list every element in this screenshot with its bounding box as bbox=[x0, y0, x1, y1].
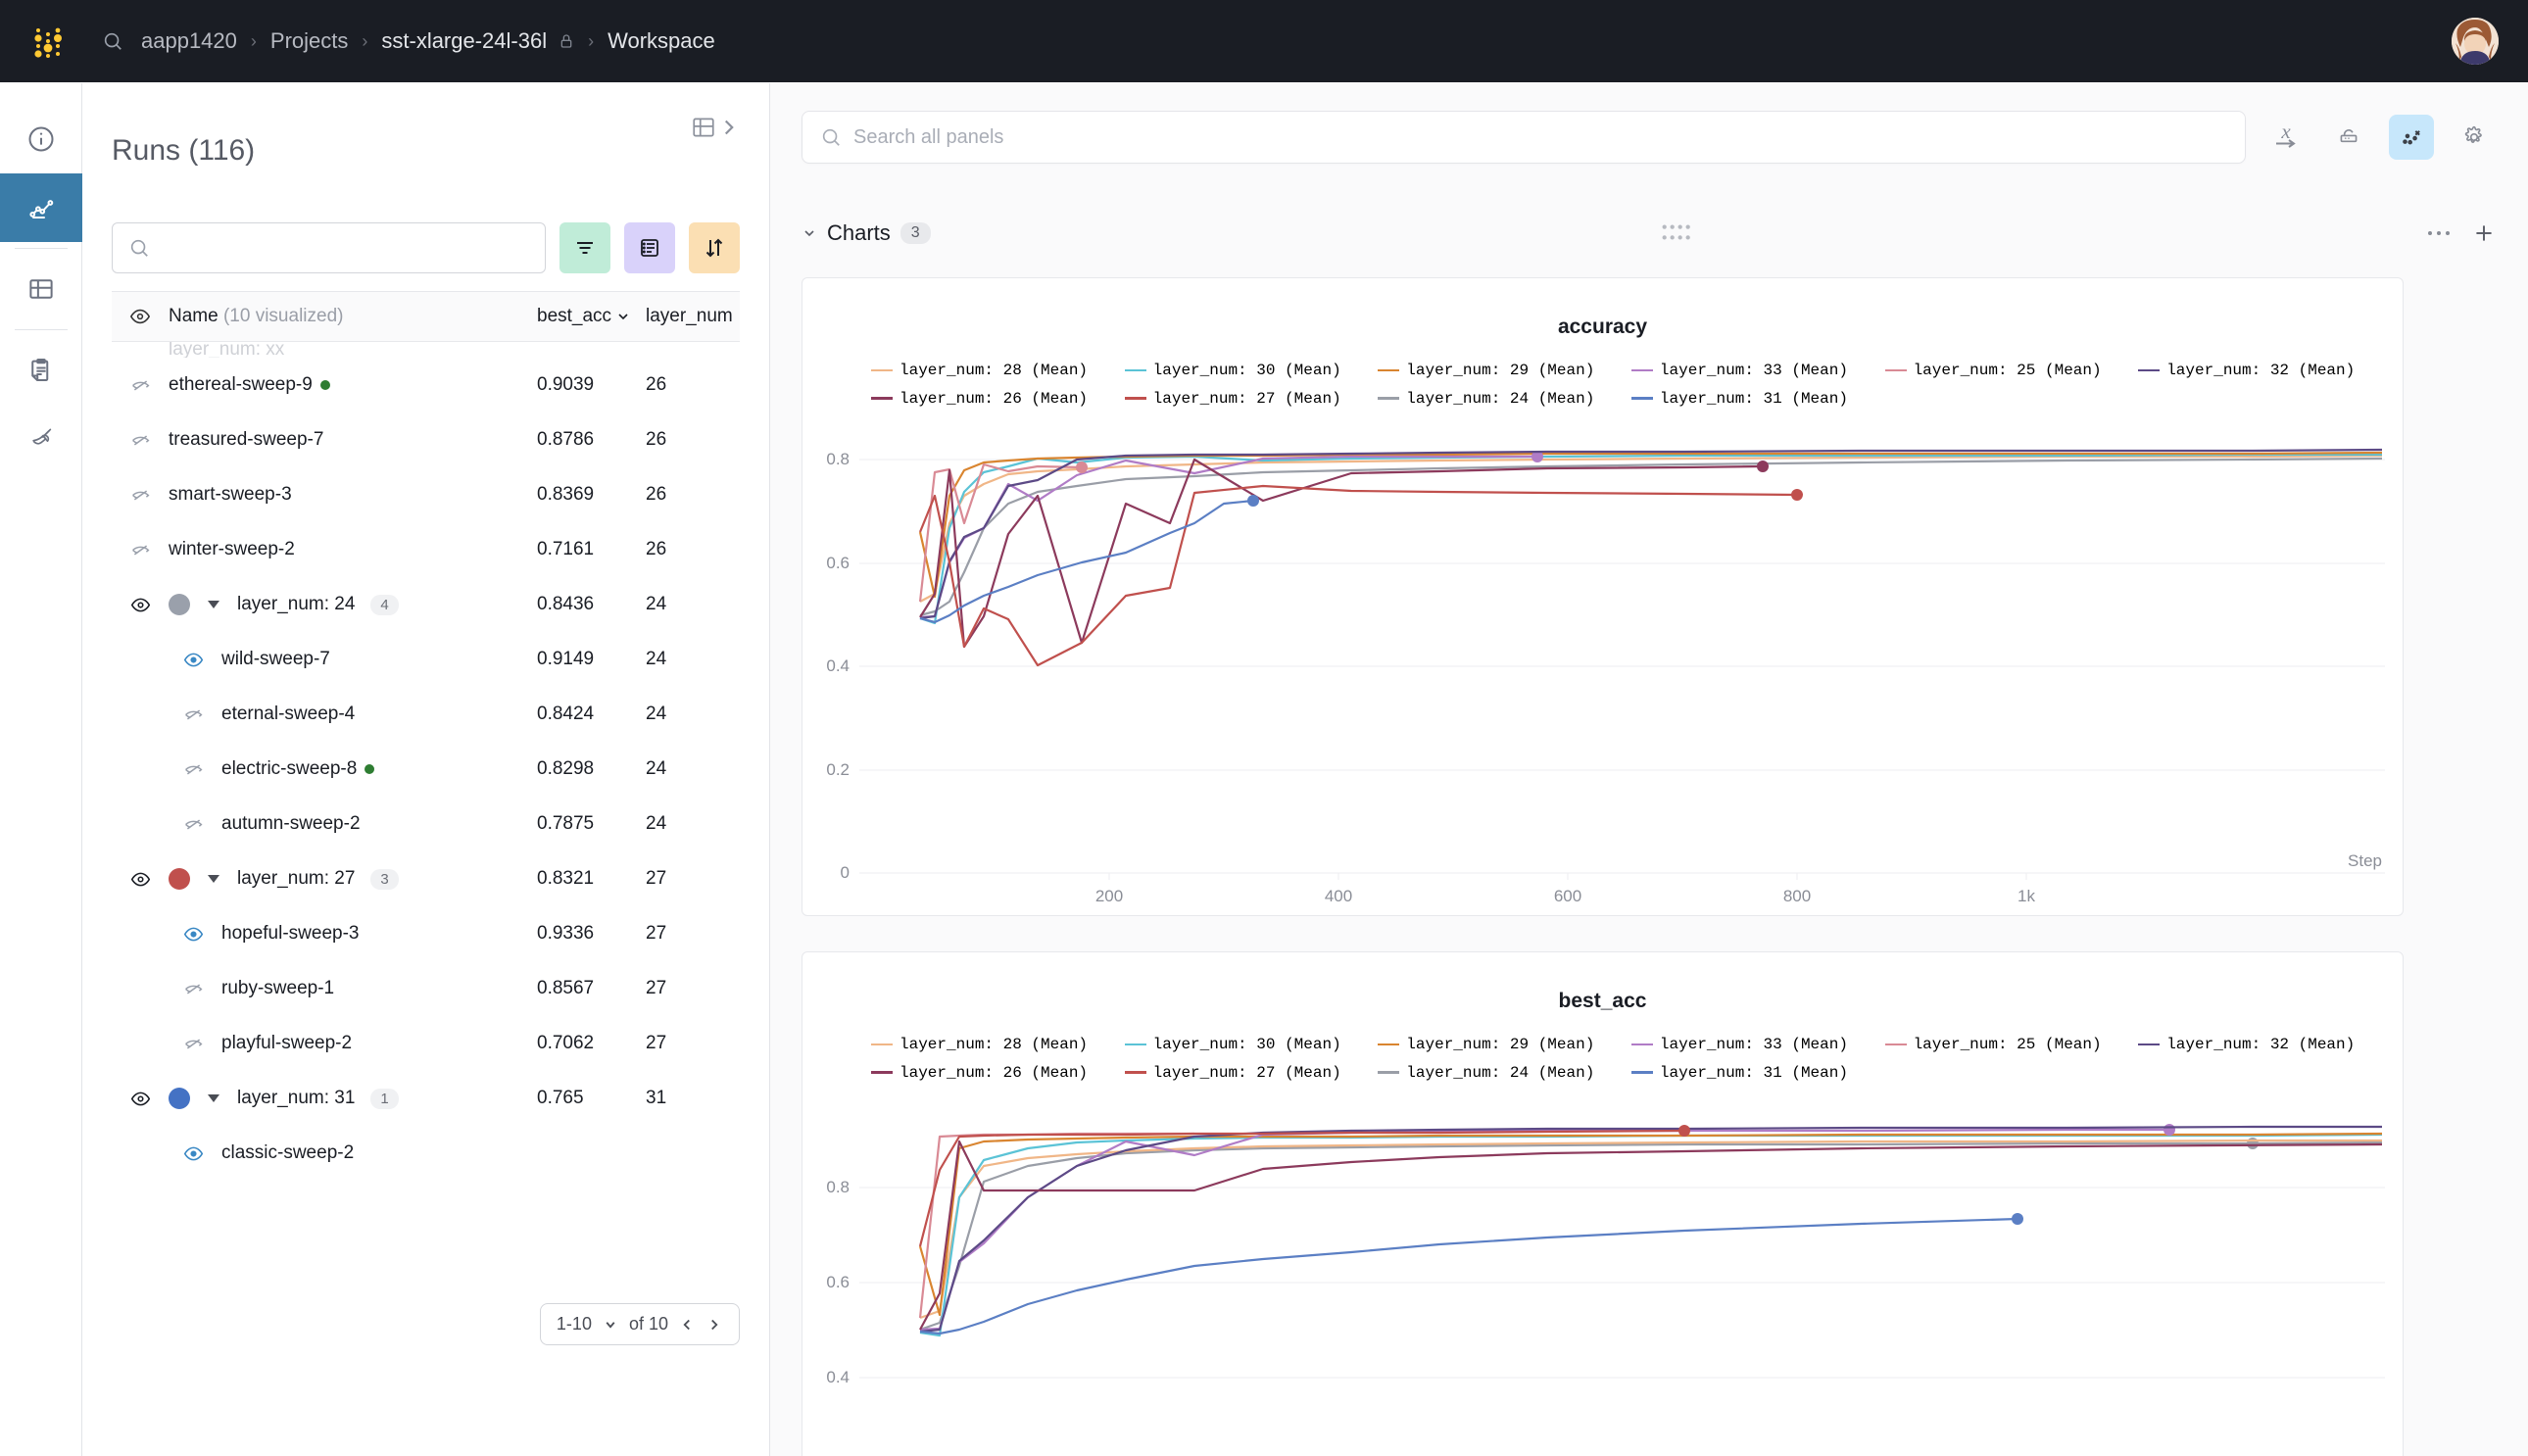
svg-text:0.6: 0.6 bbox=[826, 554, 850, 572]
svg-text:400: 400 bbox=[1325, 887, 1352, 905]
svg-text:1k: 1k bbox=[2018, 887, 2035, 905]
svg-text:0.8: 0.8 bbox=[826, 1178, 850, 1196]
svg-text:0.8: 0.8 bbox=[826, 450, 850, 468]
svg-text:0.2: 0.2 bbox=[826, 760, 850, 779]
svg-text:0: 0 bbox=[841, 863, 850, 882]
svg-text:800: 800 bbox=[1783, 887, 1811, 905]
svg-text:0.4: 0.4 bbox=[826, 1368, 850, 1386]
svg-text:0.6: 0.6 bbox=[826, 1273, 850, 1291]
svg-text:0.4: 0.4 bbox=[826, 656, 850, 675]
svg-text:200: 200 bbox=[1095, 887, 1123, 905]
svg-text:Step: Step bbox=[2348, 851, 2382, 870]
svg-text:600: 600 bbox=[1554, 887, 1581, 905]
